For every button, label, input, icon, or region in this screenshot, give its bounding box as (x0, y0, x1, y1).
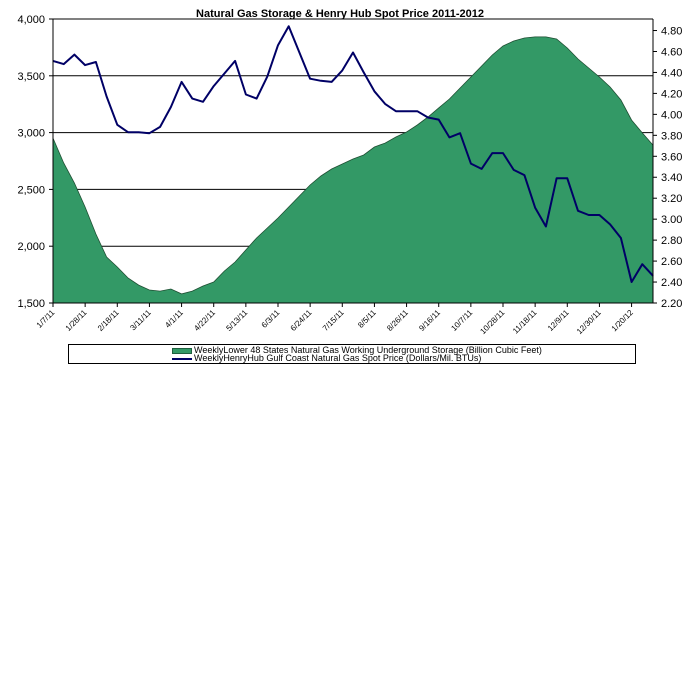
legend: WeeklyLower 48 States Natural Gas Workin… (68, 344, 636, 364)
left-tick-label: 3,500 (17, 71, 45, 83)
right-tick-label: 3.40 (661, 172, 682, 184)
x-tick-label: 3/11/11 (128, 308, 153, 333)
legend-label-storage: WeeklyLower 48 States Natural Gas Workin… (194, 345, 542, 355)
x-tick-label: 8/5/11 (356, 308, 378, 330)
x-tick-label: 12/30/11 (575, 308, 603, 336)
x-tick-label: 10/28/11 (478, 308, 506, 336)
right-tick-label: 3.00 (661, 214, 682, 226)
x-tick-label: 1/28/11 (64, 308, 89, 333)
x-tick-label: 1/7/11 (35, 308, 57, 330)
right-tick-label: 2.60 (661, 256, 682, 268)
legend-label-price: WeeklyHenryHub Gulf Coast Natural Gas Sp… (194, 353, 482, 363)
x-tick-label: 6/24/11 (289, 308, 314, 333)
x-tick-label: 10/7/11 (449, 308, 474, 333)
x-tick-label: 1/20/12 (610, 308, 636, 334)
x-tick-label: 7/15/11 (321, 308, 346, 333)
x-tick-label: 6/3/11 (260, 308, 282, 330)
right-tick-label: 4.20 (661, 88, 682, 100)
x-tick-label: 2/18/11 (96, 308, 121, 333)
x-axis-ticks: 1/7/11 1/28/11 2/18/11 3/11/11 4/1/11 4/22/11… (35, 303, 636, 336)
legend-item-storage: WeeklyLower 48 States Natural Gas Workin… (172, 346, 542, 355)
left-tick-label: 2,500 (17, 184, 45, 196)
right-tick-label: 4.80 (661, 26, 682, 38)
legend-swatch-price (172, 357, 192, 360)
left-tick-label: 3,000 (17, 128, 45, 140)
right-axis-ticks: 2.20 2.40 2.60 2.80 3.00 3.20 3.40 3.60 3.80 4.00… (653, 26, 682, 310)
axes (52, 18, 654, 304)
x-tick-label: 11/18/11 (511, 308, 539, 336)
legend-swatch-storage (172, 347, 192, 354)
price-line (52, 25, 654, 283)
x-tick-label: 4/22/11 (192, 308, 217, 333)
right-tick-label: 4.60 (661, 46, 682, 58)
left-tick-label: 2,000 (17, 241, 45, 253)
price-line-layer (52, 25, 654, 283)
right-tick-label: 2.80 (661, 235, 682, 247)
storage-area-layer (52, 36, 654, 304)
legend-item-price: WeeklyHenryHub Gulf Coast Natural Gas Sp… (172, 354, 481, 363)
x-tick-label: 4/1/11 (163, 308, 185, 330)
right-tick-label: 3.20 (661, 193, 682, 205)
left-tick-label: 1,500 (17, 298, 45, 310)
left-axis-ticks: 1,500 2,000 2,500 3,000 3,500 4,000 (17, 14, 53, 310)
right-tick-label: 3.60 (661, 151, 682, 163)
x-tick-label: 9/16/11 (417, 308, 442, 333)
storage-area (52, 36, 654, 304)
x-tick-label: 8/26/11 (385, 308, 410, 333)
chart-title: Natural Gas Storage & Henry Hub Spot Pri… (196, 8, 484, 20)
right-tick-label: 4.40 (661, 67, 682, 79)
right-tick-label: 2.20 (661, 298, 682, 310)
right-tick-label: 2.40 (661, 277, 682, 289)
right-tick-label: 3.80 (661, 130, 682, 142)
right-tick-label: 4.00 (661, 109, 682, 121)
x-tick-label: 12/9/11 (546, 308, 571, 333)
left-tick-label: 4,000 (17, 14, 45, 26)
x-tick-label: 5/13/11 (224, 308, 249, 333)
